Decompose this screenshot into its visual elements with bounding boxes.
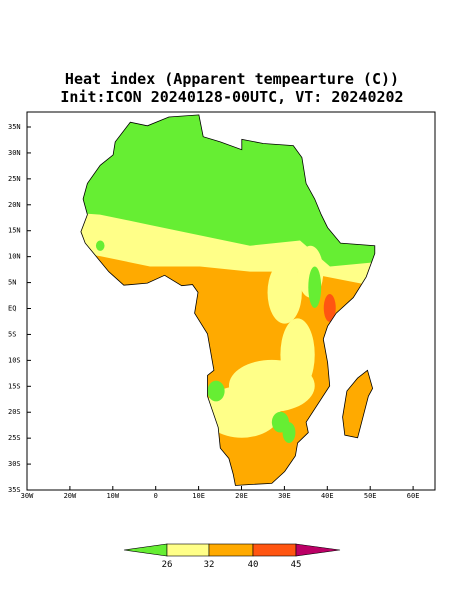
- lon-tick-label: 10E: [192, 492, 205, 500]
- green-patch: [95, 240, 105, 251]
- lat-tick-label: 25N: [8, 175, 21, 183]
- axis-ticks: 35N 30N 25N 20N 15N 10N 5N EQ 5S 10S 15S 20S 25S 30S 3…: [8, 123, 419, 500]
- lat-tick-label: EQ: [8, 305, 16, 313]
- lat-tick-label: 25S: [8, 434, 21, 442]
- title-line-2: Init:ICON 20240128-00UTC, VT: 20240202: [60, 88, 403, 106]
- colorbar-box: [252, 543, 297, 557]
- yellow-patch: [280, 318, 315, 392]
- lon-tick-label: 10W: [106, 492, 119, 500]
- lat-tick-label: 10N: [8, 253, 21, 261]
- yellow-patch: [203, 385, 281, 438]
- green-patch: [282, 422, 296, 443]
- map-frame: [26, 111, 436, 491]
- lat-tick-label: 35S: [8, 486, 21, 494]
- lat-tick-label: 15N: [8, 227, 21, 235]
- coastline: [80, 114, 376, 486]
- colorbar-label: 45: [291, 560, 302, 570]
- yellow-patch: [267, 261, 302, 324]
- colorbar-label: 40: [248, 560, 259, 570]
- lon-tick-label: 0: [154, 492, 158, 500]
- heat-fill: [80, 114, 375, 486]
- green-patch: [207, 380, 225, 402]
- red-patch: [323, 294, 336, 322]
- colorbar-box: [208, 543, 254, 557]
- lon-tick-label: 20W: [64, 492, 77, 500]
- colorbar-label: 26: [162, 560, 173, 570]
- lat-tick-label: 30N: [8, 149, 21, 157]
- lon-tick-label: 30W: [21, 492, 34, 500]
- africa-land: [80, 114, 376, 486]
- lat-tick-label: 5S: [8, 330, 16, 338]
- lat-tick-label: 20S: [8, 408, 21, 416]
- colorbar-box: [166, 543, 210, 557]
- yellow-patch: [130, 237, 174, 254]
- colorbar: 26 32 40 45: [123, 543, 341, 570]
- lat-tick-label: 5N: [8, 279, 16, 287]
- lon-tick-label: 40E: [321, 492, 334, 500]
- lat-tick-label: 35N: [8, 123, 21, 131]
- lon-tick-label: 50E: [364, 492, 377, 500]
- lon-tick-label: 60E: [407, 492, 420, 500]
- title-line-1: Heat index (Apparent tempearture (C)): [65, 70, 399, 88]
- lat-tick-label: 30S: [8, 460, 21, 468]
- colorbar-high-triangle: [295, 543, 341, 557]
- colorbar-low-triangle: [123, 543, 168, 557]
- lon-tick-label: 30E: [278, 492, 291, 500]
- lat-tick-label: 20N: [8, 201, 21, 209]
- lat-tick-label: 15S: [8, 382, 21, 390]
- colorbar-label: 32: [204, 560, 215, 570]
- lon-tick-label: 20E: [235, 492, 248, 500]
- green-patch: [308, 266, 322, 308]
- lat-tick-label: 10S: [8, 356, 21, 364]
